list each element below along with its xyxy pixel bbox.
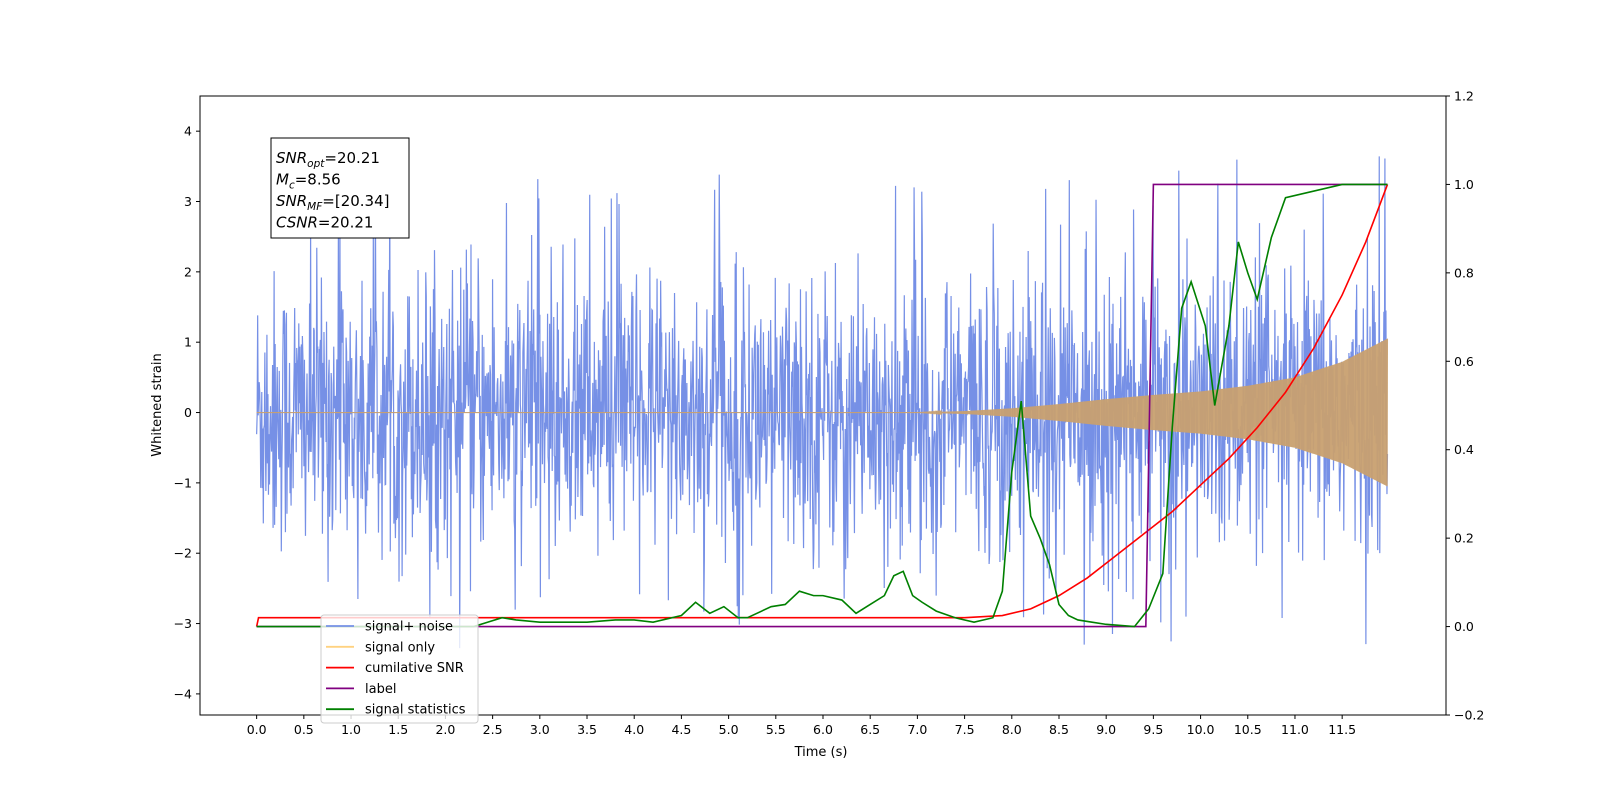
y-axis-label: Whitened strain (150, 353, 165, 456)
series-cumulative-snr (255, 184, 1389, 627)
annotation-line: SNRMF=[20.34] (276, 192, 390, 213)
x-tick-label: 8.0 (1002, 722, 1022, 737)
x-tick-label: 4.5 (671, 722, 691, 737)
legend: signal+ noise signal only cumilative SNR la… (320, 614, 479, 724)
legend-frame (320, 614, 479, 724)
y2-tick-label: 0.2 (1454, 531, 1474, 546)
annotation-box: SNRopt=20.21Mc=8.56SNRMF=[20.34]CSNR=20.… (270, 137, 410, 239)
x-tick-label: 11.5 (1328, 722, 1356, 737)
x-tick-label: 3.5 (577, 722, 597, 737)
x-tick-label: 0.0 (247, 722, 267, 737)
plot-series-layer (255, 156, 1389, 649)
annotation-line: CSNR=20.21 (276, 214, 373, 232)
x-tick-label: 6.5 (860, 722, 880, 737)
y-tick-label: −3 (174, 616, 192, 631)
x-tick-label: 9.5 (1143, 722, 1163, 737)
legend-label: cumilative SNR (365, 661, 464, 676)
x-tick-label: 1.5 (388, 722, 408, 737)
y2-tick-label: 1.2 (1454, 89, 1474, 104)
legend-label: label (365, 682, 396, 697)
y2-tick-label: −0.2 (1454, 708, 1484, 723)
annotation-line: Mc=8.56 (276, 171, 341, 192)
x-tick-label: 5.5 (766, 722, 786, 737)
y-tick-label: −4 (174, 686, 192, 701)
series-signal-only (256, 338, 1389, 487)
x-tick-label: 5.0 (719, 722, 739, 737)
y2-tick-label: 0.0 (1454, 619, 1474, 634)
x-tick-label: 7.5 (955, 722, 975, 737)
annotation-frame (270, 137, 410, 239)
x-tick-label: 2.5 (483, 722, 503, 737)
x-tick-label: 4.0 (624, 722, 644, 737)
x-tick-label: 1.0 (341, 722, 361, 737)
x-tick-label: 9.0 (1096, 722, 1116, 737)
x-tick-label: 7.0 (907, 722, 927, 737)
y-tick-label: 1 (184, 335, 192, 350)
x-tick-label: 0.5 (294, 722, 314, 737)
y-tick-label: 4 (184, 124, 192, 139)
axes-layer: 0.0 0.5 1.0 1.5 2.0 2.5 3.0 3.5 4.0 4.5 5.0 5.5 6.0 6… (174, 89, 1485, 738)
y2-tick-label: 0.6 (1454, 354, 1474, 369)
y2-tick-label: 1.0 (1454, 177, 1474, 192)
x-tick-label: 10.5 (1234, 722, 1262, 737)
x-tick-label: 10.0 (1187, 722, 1215, 737)
series-signal-statistics (256, 183, 1388, 628)
x-tick-label: 8.5 (1049, 722, 1069, 737)
x-axis-label: Time (s) (794, 745, 848, 760)
y-tick-label: 0 (184, 405, 192, 420)
x-tick-label: 2.0 (435, 722, 455, 737)
legend-label: signal only (365, 640, 435, 655)
x-tick-label: 3.0 (530, 722, 550, 737)
y-tick-label: −2 (174, 546, 192, 561)
y2-tick-label: 0.4 (1454, 442, 1474, 457)
legend-label: signal statistics (365, 703, 466, 718)
x-tick-label: 11.0 (1281, 722, 1309, 737)
y2-tick-label: 0.8 (1454, 265, 1474, 280)
legend-label: signal+ noise (365, 620, 453, 635)
series-signal-noise (256, 156, 1389, 649)
x-tick-label: 6.0 (813, 722, 833, 737)
series-label (256, 183, 1388, 628)
y-tick-label: −1 (174, 475, 192, 490)
y-tick-label: 2 (184, 264, 192, 279)
y-tick-label: 3 (184, 194, 192, 209)
annotation-line: SNRopt=20.21 (276, 149, 380, 170)
